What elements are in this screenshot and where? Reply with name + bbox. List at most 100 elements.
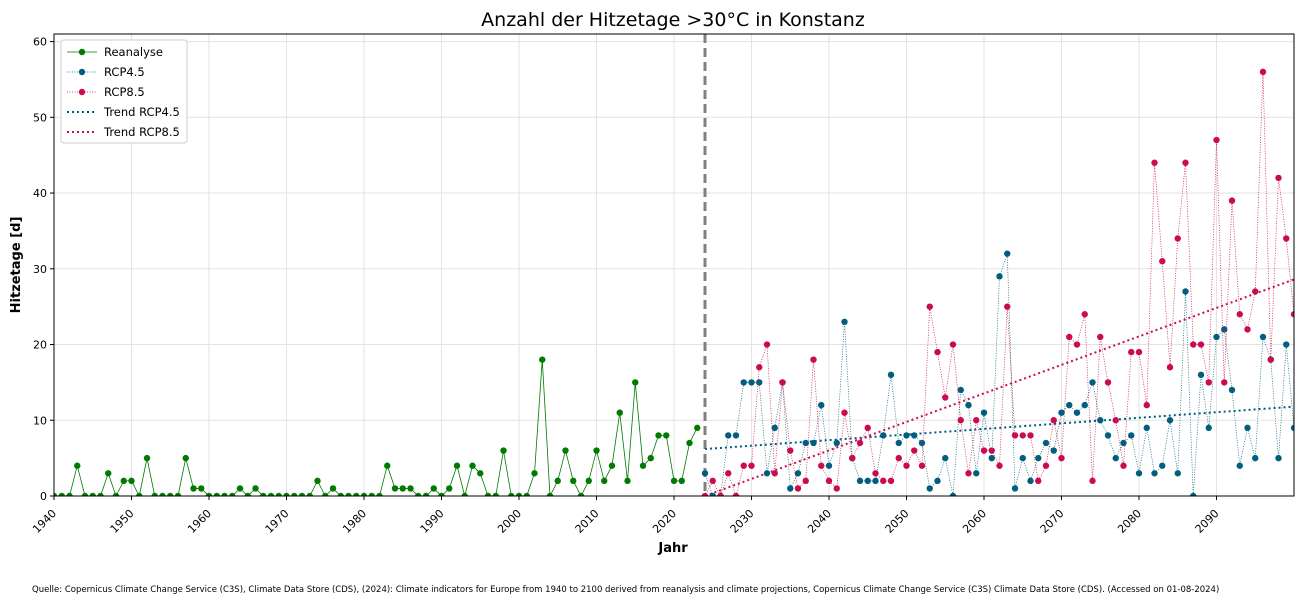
- series-group: [54, 34, 1294, 496]
- y-tick-label: 30: [33, 263, 47, 276]
- data-point: [1135, 348, 1143, 356]
- data-point: [918, 439, 926, 447]
- data-point: [1135, 470, 1143, 477]
- data-point: [1073, 409, 1081, 416]
- data-point: [632, 379, 639, 386]
- data-point: [608, 462, 616, 469]
- x-axis: 1940 1950 1960 1970 1980 1990 2000 2010 2020 2030…: [30, 496, 1222, 536]
- data-point: [810, 439, 817, 447]
- data-point: [1166, 417, 1174, 424]
- data-point: [1190, 341, 1197, 348]
- data-point: [384, 462, 391, 469]
- data-point: [872, 470, 879, 477]
- data-point: [1252, 288, 1259, 295]
- data-point: [903, 462, 910, 469]
- data-point: [1089, 379, 1096, 386]
- data-point: [531, 470, 538, 477]
- data-point: [1027, 432, 1034, 439]
- data-point: [1050, 447, 1057, 454]
- data-point: [174, 492, 182, 496]
- data-point: [965, 470, 972, 477]
- legend: Reanalyse RCP4.5 RCP8.5 Trend RCP4.5 Trend R…: [60, 39, 188, 144]
- data-point: [1112, 454, 1119, 462]
- data-point: [988, 447, 995, 454]
- x-tick-label: 2010: [573, 507, 602, 536]
- data-point: [236, 485, 244, 492]
- data-point: [1252, 454, 1259, 462]
- data-point: [1151, 470, 1158, 477]
- data-point: [1244, 326, 1251, 333]
- series-line: [54, 359, 698, 496]
- data-point: [1283, 341, 1290, 348]
- data-point: [725, 470, 732, 477]
- data-point: [89, 492, 96, 496]
- data-point: [1004, 303, 1011, 310]
- data-point: [1259, 333, 1267, 341]
- data-point: [1221, 379, 1228, 386]
- data-point: [353, 492, 360, 496]
- data-point: [430, 485, 437, 492]
- y-tick-label: 60: [33, 36, 47, 49]
- series-line: [704, 71, 1294, 496]
- data-point: [794, 485, 802, 492]
- data-point: [1120, 462, 1127, 469]
- data-point: [973, 417, 980, 424]
- source-note: Quelle: Copernicus Climate Change Servic…: [32, 585, 1219, 595]
- data-point: [1259, 68, 1267, 76]
- data-point: [1159, 462, 1166, 469]
- data-point: [1205, 379, 1212, 386]
- data-point: [1228, 197, 1236, 204]
- data-point: [105, 470, 112, 477]
- legend-label: Trend RCP8.5: [103, 125, 180, 139]
- data-point: [1290, 311, 1294, 318]
- data-point: [957, 386, 964, 394]
- data-point: [732, 432, 740, 439]
- data-point: [546, 492, 554, 496]
- data-point: [438, 492, 445, 496]
- x-tick-label: 2060: [960, 507, 989, 536]
- data-point: [1089, 477, 1096, 485]
- data-point: [1058, 454, 1065, 462]
- data-point: [701, 470, 709, 477]
- data-point: [934, 477, 941, 485]
- data-point: [934, 348, 941, 356]
- x-tick-label: 2090: [1193, 507, 1222, 536]
- data-point: [694, 424, 701, 432]
- trend-line: [704, 405, 1294, 451]
- data-point: [1213, 333, 1220, 341]
- data-point: [1275, 174, 1282, 182]
- data-point: [980, 447, 988, 454]
- data-point: [593, 447, 600, 454]
- data-point: [787, 485, 794, 492]
- data-point: [601, 477, 608, 485]
- data-point: [360, 492, 368, 496]
- data-point: [802, 477, 809, 485]
- x-tick-label: 2030: [728, 507, 757, 536]
- data-point: [345, 492, 352, 496]
- data-point: [291, 492, 298, 496]
- data-point: [655, 432, 662, 439]
- data-point: [415, 492, 422, 496]
- data-point: [926, 485, 933, 492]
- data-point: [484, 492, 492, 496]
- data-point: [461, 492, 468, 496]
- data-point: [1197, 341, 1205, 348]
- data-point: [787, 447, 794, 454]
- data-point: [562, 447, 569, 454]
- data-point: [1236, 311, 1243, 318]
- data-point: [748, 462, 755, 469]
- data-point: [810, 356, 817, 363]
- data-point: [988, 454, 995, 462]
- data-point: [725, 432, 732, 439]
- data-point: [849, 454, 856, 462]
- data-point: [1166, 364, 1174, 371]
- data-point: [709, 492, 716, 496]
- data-point: [818, 401, 825, 409]
- data-point: [298, 492, 306, 496]
- data-point: [1283, 235, 1290, 242]
- data-point: [949, 341, 957, 348]
- data-point: [252, 485, 259, 492]
- data-point: [1019, 432, 1026, 439]
- data-point: [221, 492, 228, 496]
- data-point: [500, 447, 507, 454]
